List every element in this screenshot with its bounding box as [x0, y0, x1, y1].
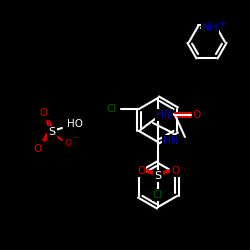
Text: +: +: [218, 19, 226, 29]
Text: HN: HN: [156, 110, 172, 120]
Text: HO: HO: [67, 119, 83, 129]
Text: Cl: Cl: [107, 104, 117, 114]
Text: O: O: [64, 140, 71, 148]
Text: O: O: [40, 108, 48, 118]
Text: O: O: [137, 166, 145, 176]
Text: O: O: [34, 144, 42, 154]
Text: O: O: [193, 110, 201, 120]
Text: S: S: [154, 171, 162, 181]
Text: Cl: Cl: [153, 190, 163, 200]
Text: ⁻: ⁻: [72, 135, 78, 145]
Text: HN: HN: [163, 136, 179, 146]
Text: NH: NH: [202, 23, 218, 33]
Text: S: S: [48, 127, 56, 137]
Text: O: O: [171, 166, 179, 176]
